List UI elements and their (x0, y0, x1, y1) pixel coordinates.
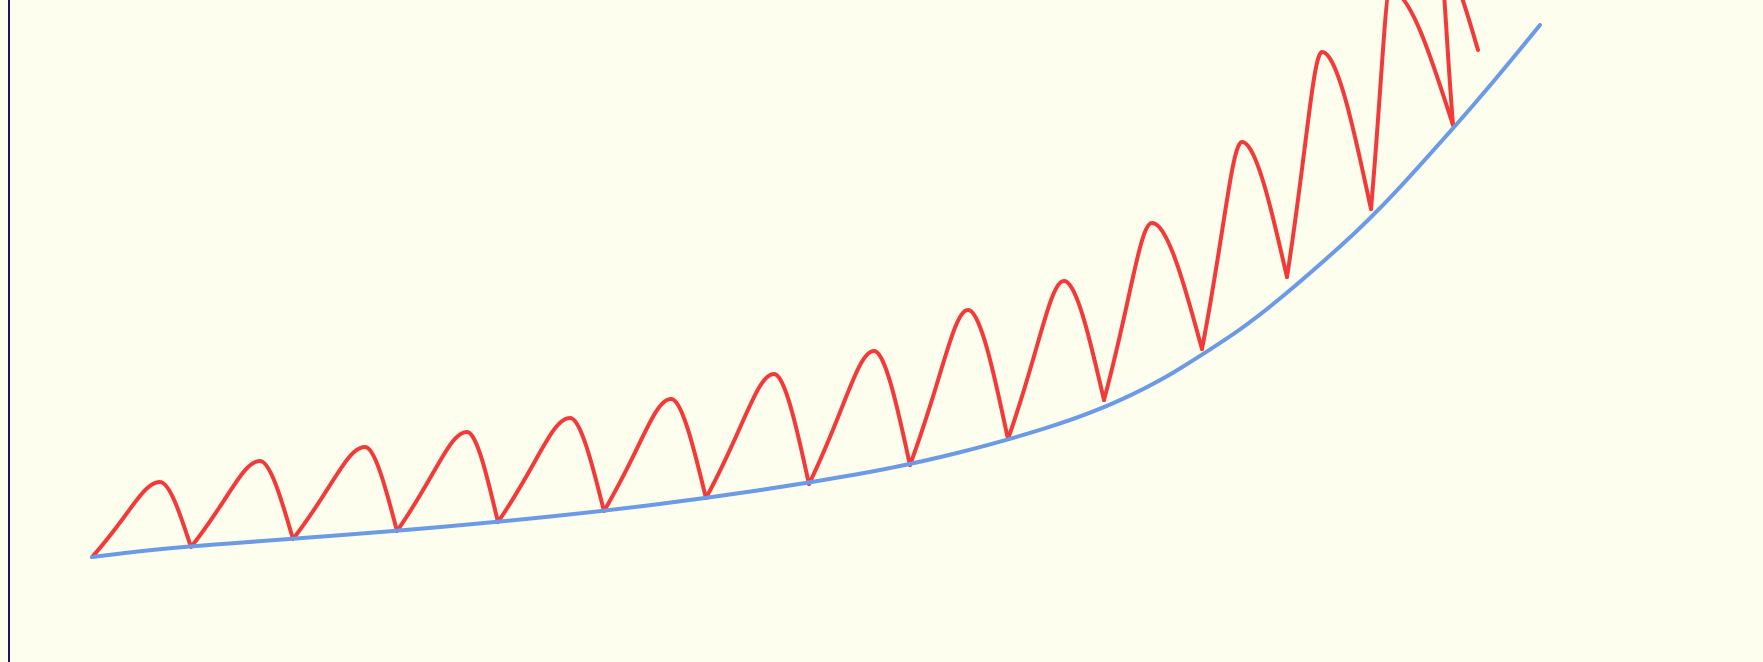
cycloid-arcs-group (90, 0, 1480, 559)
cycloid-arc-10 (1006, 279, 1106, 441)
cycloid-arc-9 (908, 308, 1010, 467)
cycloid-arc-6 (602, 397, 708, 513)
cycloid-arc-14 (1369, 0, 1455, 211)
left-border-line (8, 0, 10, 662)
cycloid-arc-4 (395, 430, 500, 533)
cycloid-arc-2 (189, 459, 295, 549)
base-curve (90, 23, 1542, 559)
cycloid-arc-15 (1442, 0, 1480, 127)
cycloid-arc-1 (90, 480, 193, 559)
cycloid-arc-5 (496, 416, 606, 524)
cycloid-arc-12 (1200, 140, 1289, 351)
cycloid-arc-8 (807, 349, 912, 486)
cycloid-arc-13 (1285, 50, 1373, 279)
cycloid-arc-3 (291, 445, 399, 541)
cycloid-arc-11 (1102, 221, 1204, 402)
base-curve-group (90, 23, 1542, 559)
cycloid-arc-7 (704, 372, 811, 500)
